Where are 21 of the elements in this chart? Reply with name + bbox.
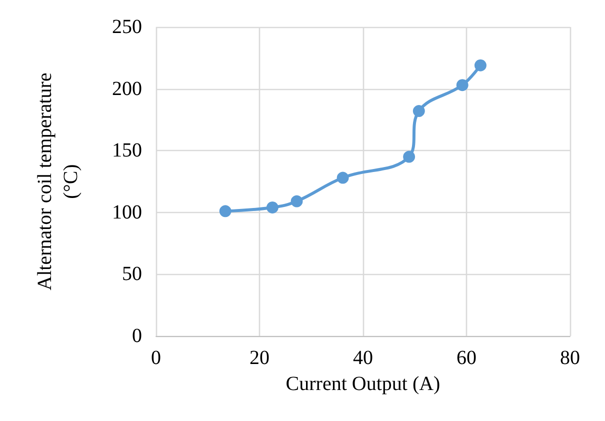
point: [290, 195, 303, 208]
y-tick-label: 200: [112, 78, 142, 100]
y-axis-title: Alternator coil temperature (°C): [34, 72, 82, 290]
y-tick-label: 100: [112, 201, 142, 224]
point: [412, 105, 425, 118]
x-tick-label: 60: [456, 347, 476, 369]
point: [266, 201, 278, 214]
point: [336, 172, 349, 184]
x-tick-label: 40: [353, 347, 373, 369]
x-tick-label: 20: [250, 347, 270, 369]
point: [219, 205, 232, 218]
x-tick-label: 0: [151, 347, 161, 369]
x-tick-label: 80: [560, 347, 580, 369]
x-axis-title: Current Output (A): [286, 373, 440, 395]
y-tick-label: 0: [132, 325, 142, 347]
y-tick-label: 150: [112, 140, 142, 162]
point: [474, 59, 486, 72]
y-tick-label: 50: [122, 263, 142, 286]
point: [456, 79, 468, 92]
point: [403, 150, 416, 163]
y-tick-label: 250: [112, 16, 142, 38]
